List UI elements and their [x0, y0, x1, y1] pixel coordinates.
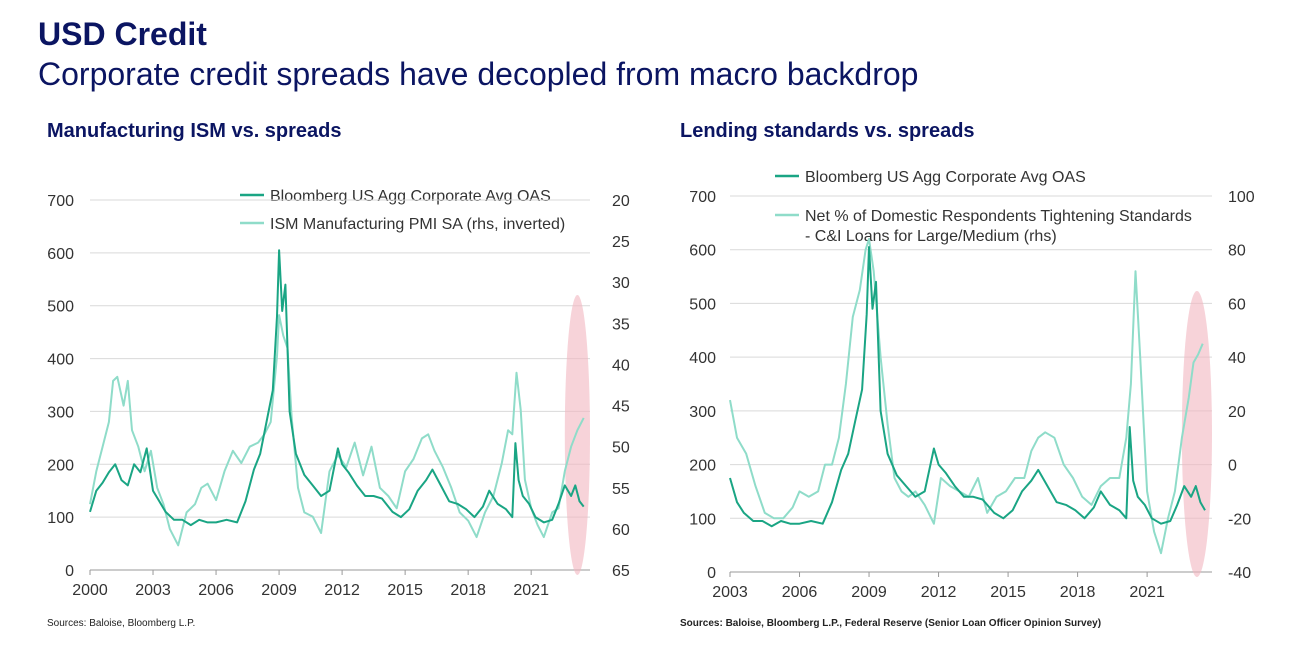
- chart2-y-right-tick: 20: [1228, 404, 1246, 421]
- chart1-y-left-tick: 500: [47, 299, 74, 316]
- chart2-y-right-tick: -20: [1228, 511, 1251, 528]
- chart1-y-left-tick: 300: [47, 404, 74, 421]
- chart1-legend-pmi: ISM Manufacturing PMI SA (rhs, inverted): [270, 216, 565, 233]
- chart2-y-left-tick: 0: [707, 565, 716, 582]
- chart1-y-left-tick: 700: [47, 193, 74, 210]
- chart1-x-tick: 2015: [387, 582, 423, 599]
- chart1-x-tick: 2000: [72, 582, 108, 599]
- chart2-y-left-tick: 500: [689, 296, 716, 313]
- chart1-highlight-ellipse: [564, 295, 590, 575]
- chart1-legend: Bloomberg US Agg Corporate Avg OAS ISM M…: [240, 188, 565, 233]
- chart1-y-right-tick: 55: [612, 481, 630, 498]
- chart2-source: Sources: Baloise, Bloomberg L.P., Federa…: [680, 618, 1101, 629]
- chart1-y-left-tick: 600: [47, 246, 74, 263]
- chart1-x-tick: 2009: [261, 582, 297, 599]
- chart2-y-left-tick: 700: [689, 189, 716, 206]
- chart1-y-right-tick: 40: [612, 357, 630, 374]
- chart1-y-left-tick: 200: [47, 457, 74, 474]
- chart1-series-pmi-line: [89, 314, 585, 547]
- chart1-y-right-tick: 30: [612, 275, 630, 292]
- chart1-title: Manufacturing ISM vs. spreads: [47, 120, 342, 142]
- chart1-x-tick: 2012: [324, 582, 360, 599]
- chart2-y-right-tick: 100: [1228, 189, 1255, 206]
- chart2-highlight-ellipse: [1181, 291, 1212, 577]
- chart1-x-tick: 2006: [198, 582, 234, 599]
- chart2-x-tick: 2009: [851, 584, 887, 601]
- chart1-x-tick: 2021: [513, 582, 549, 599]
- chart1-x-tick: 2018: [450, 582, 486, 599]
- chart1-y-right-tick: 50: [612, 440, 630, 457]
- chart1-series-oas-line: [89, 249, 585, 527]
- chart2-y-right-tick: 0: [1228, 458, 1237, 475]
- chart2-x-tick: 2015: [990, 584, 1026, 601]
- chart1-y-right-tick: 65: [612, 563, 630, 580]
- chart1-y-right-tick: 60: [612, 522, 630, 539]
- chart2-y-left-tick: 200: [689, 458, 716, 475]
- chart2-series-oas-line: [729, 246, 1206, 528]
- chart1-plot: 0 100 200 300 400 500 600 700 20 25 30 35 40 45 50 55 60…: [47, 193, 630, 599]
- chart1-y-right-tick: 25: [612, 234, 630, 251]
- chart2-x-tick: 2012: [921, 584, 957, 601]
- chart2-x-tick: 2018: [1060, 584, 1096, 601]
- chart1-y-right-tick: 45: [612, 399, 630, 416]
- chart2-legend-oas: Bloomberg US Agg Corporate Avg OAS: [805, 169, 1086, 186]
- chart2-legend-lending-line2: - C&I Loans for Large/Medium (rhs): [805, 228, 1057, 245]
- chart2-plot: 0 100 200 300 400 500 600 700 -40 -20 0 20 40 60 80 100…: [689, 189, 1255, 601]
- chart2-y-right-tick: -40: [1228, 565, 1251, 582]
- chart2-x-tick: 2003: [712, 584, 748, 601]
- chart2-series-lending-line: [729, 238, 1204, 555]
- chart2-title: Lending standards vs. spreads: [680, 120, 975, 142]
- page-title: USD Credit: [38, 16, 207, 52]
- chart2-y-left-tick: 300: [689, 404, 716, 421]
- chart2-y-right-tick: 60: [1228, 296, 1246, 313]
- chart1-y-right-tick: 20: [612, 193, 630, 210]
- chart1-x-tick: 2003: [135, 582, 171, 599]
- chart2-y-right-tick: 80: [1228, 243, 1246, 260]
- chart1-y-left-tick: 0: [65, 563, 74, 580]
- chart2-y-left-tick: 600: [689, 243, 716, 260]
- chart1-legend-oas: Bloomberg US Agg Corporate Avg OAS: [270, 188, 551, 205]
- chart2-legend: Bloomberg US Agg Corporate Avg OAS Net %…: [775, 169, 1192, 245]
- page-subtitle: Corporate credit spreads have decopled f…: [38, 56, 919, 92]
- chart2-x-tick: 2006: [782, 584, 818, 601]
- chart2-y-left-tick: 100: [689, 511, 716, 528]
- chart1-y-left-tick: 100: [47, 510, 74, 527]
- chart2-y-right-tick: 40: [1228, 350, 1246, 367]
- chart2-y-left-tick: 400: [689, 350, 716, 367]
- chart1-source: Sources: Baloise, Bloomberg L.P.: [47, 618, 195, 629]
- chart1-y-left-tick: 400: [47, 352, 74, 369]
- chart2-x-tick: 2021: [1129, 584, 1165, 601]
- chart2-legend-lending-line1: Net % of Domestic Respondents Tightening…: [805, 208, 1192, 225]
- chart1-y-right-tick: 35: [612, 316, 630, 333]
